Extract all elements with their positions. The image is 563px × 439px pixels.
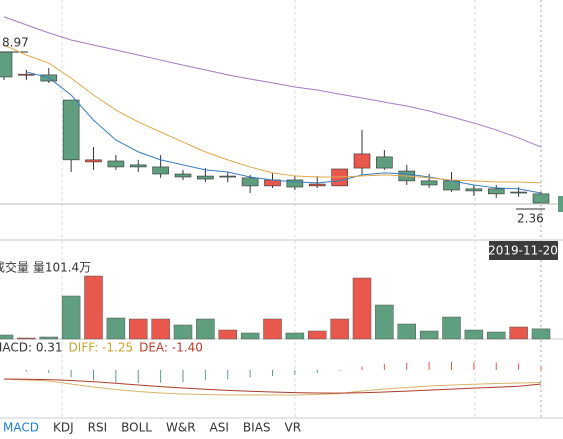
indicator-tab[interactable]: BIAS — [243, 421, 271, 435]
volume-bar — [487, 331, 506, 340]
date-box — [489, 241, 558, 260]
layout — [0, 0, 563, 419]
volume-bar — [129, 318, 148, 340]
volume-bar — [330, 318, 349, 340]
candle-body — [241, 177, 259, 187]
volume-bar — [285, 332, 305, 340]
volume-bar — [442, 316, 461, 340]
volume-bar — [17, 337, 36, 340]
indicator-line — [26, 71, 542, 194]
candle-body — [532, 193, 550, 204]
candle-body — [0, 51, 13, 78]
volume-bar — [419, 330, 439, 340]
edge-mark — [558, 196, 563, 212]
volume-bar — [218, 329, 237, 340]
indicator-tab[interactable]: ASI — [210, 421, 229, 435]
volume-bar — [61, 295, 81, 340]
macd-label: DIFF: -1.25 — [69, 341, 134, 355]
macd-label: MACD: 0.31 — [0, 341, 63, 355]
candle-body — [152, 166, 169, 175]
volume-bar — [151, 318, 170, 340]
indicator-line — [3, 16, 542, 148]
date-label: 2019-11-20 — [488, 244, 558, 258]
volume-bar — [531, 328, 551, 340]
candle-body — [286, 179, 304, 188]
indicator-tab[interactable]: KDJ — [53, 421, 74, 435]
indicator-line — [3, 378, 542, 396]
volume-bar — [240, 332, 260, 340]
candle-body — [197, 175, 214, 180]
indicator-line — [3, 44, 542, 184]
volume-bar — [397, 323, 416, 340]
volume-bar — [196, 318, 215, 340]
candle-body — [18, 73, 35, 76]
indicator-tab[interactable]: RSI — [88, 421, 108, 435]
volume-title: 成交量 量101.4万 — [0, 260, 91, 275]
max-label: 8.97 — [2, 36, 29, 50]
macd-label: DEA: -1.40 — [139, 341, 203, 355]
indicator-tab[interactable]: BOLL — [121, 421, 152, 435]
candle-body — [107, 160, 125, 168]
volume-bar — [509, 326, 528, 340]
volume-bar — [0, 334, 14, 340]
candle-body — [308, 183, 326, 187]
volume-bar — [352, 277, 372, 340]
volume-bar — [263, 318, 282, 340]
volume-bar — [173, 324, 193, 340]
volume-bar — [375, 304, 394, 340]
volume-bar — [84, 275, 103, 340]
candle-body — [510, 191, 527, 194]
candle-body — [465, 188, 483, 192]
candle-body — [376, 156, 393, 169]
candle-body — [85, 159, 102, 163]
volume-bar — [464, 329, 484, 340]
volume-bar — [308, 330, 327, 340]
indicator-line — [3, 378, 542, 394]
indicator-tab[interactable]: MACD — [3, 421, 39, 435]
indicator-tab[interactable]: VR — [285, 421, 302, 435]
candle-body — [62, 99, 80, 161]
candle-body — [487, 188, 505, 195]
candle-body — [219, 175, 237, 178]
volume-bar — [39, 336, 58, 340]
candle-body — [129, 164, 147, 168]
candle-body — [420, 180, 438, 186]
candle-body — [353, 153, 371, 169]
min-label: 2.36 — [517, 212, 544, 226]
volume-bar — [106, 317, 126, 340]
candle-body — [174, 173, 192, 178]
indicator-tab[interactable]: W&R — [166, 421, 196, 435]
